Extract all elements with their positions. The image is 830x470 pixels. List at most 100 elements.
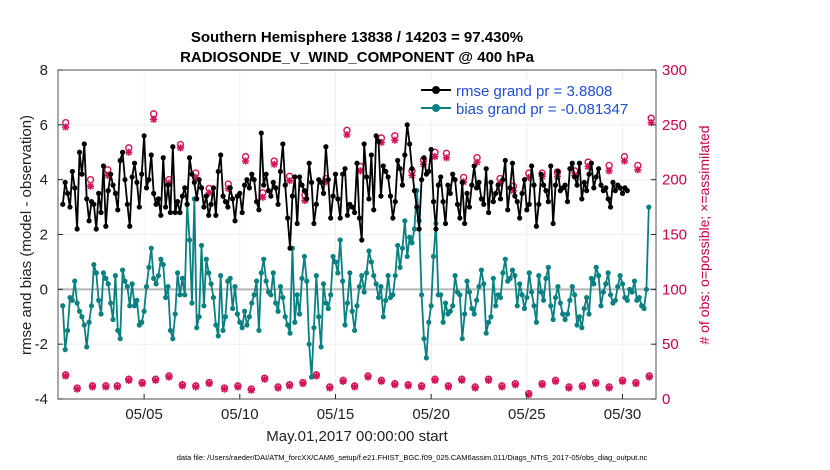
rmse-point [289, 193, 296, 199]
rmse-point [299, 182, 305, 188]
bias-point [476, 283, 482, 290]
bias-point [263, 278, 269, 284]
rmse-point [292, 174, 298, 180]
rmse-point [64, 190, 71, 196]
rmse-point [167, 209, 174, 216]
bias-point [500, 270, 506, 276]
rmse-point [555, 168, 561, 175]
bias-point [301, 253, 307, 260]
rmse-point [344, 212, 351, 218]
obs-assimilated-marker [442, 154, 451, 162]
rmse-point [196, 177, 202, 183]
bias-point [332, 259, 339, 265]
bias-point [320, 281, 327, 287]
y2-tick-label: 250 [662, 117, 687, 134]
rmse-point [165, 182, 171, 188]
y2-tick-label: 100 [662, 281, 687, 298]
rmse-point [536, 201, 542, 207]
rmse-point [105, 188, 111, 194]
rmse-point [564, 199, 571, 205]
obs-assimilated-marker [220, 385, 229, 393]
bias-point [105, 281, 111, 287]
rmse-point [598, 182, 604, 188]
obs-assimilated-marker [565, 384, 573, 392]
rmse-point [531, 182, 537, 188]
bias-point [529, 289, 535, 295]
bias-point [69, 297, 75, 303]
rmse-point [521, 177, 528, 183]
obs-assimilated-marker [343, 131, 351, 139]
obs-assimilated-marker [431, 376, 439, 384]
bias-point [555, 283, 561, 290]
bias-point [560, 311, 566, 317]
rmse-point [86, 218, 92, 224]
bias-point [285, 322, 291, 328]
y-tick-label: 8 [40, 62, 48, 79]
bias-point [62, 347, 68, 353]
obs-assimilated-marker [285, 382, 294, 390]
bias-point [347, 270, 353, 276]
bias-point [572, 292, 578, 298]
obs-assimilated-marker [377, 377, 385, 386]
rmse-point [584, 188, 590, 194]
rmse-point [141, 133, 147, 139]
rmse-point [282, 182, 288, 188]
rmse-point [404, 122, 410, 128]
bias-point [110, 316, 116, 323]
bias-point [230, 305, 236, 312]
rmse-point [67, 204, 73, 210]
rmse-point [179, 193, 185, 199]
rmse-point [390, 215, 396, 221]
bias-point [127, 303, 133, 309]
bias-point [158, 256, 164, 262]
bias-point [165, 283, 171, 290]
rmse-point [184, 201, 190, 207]
rmse-point [588, 160, 595, 166]
rmse-point [134, 179, 140, 186]
obs-assimilated-marker [645, 373, 653, 381]
rmse-point [301, 188, 307, 194]
rmse-point [349, 204, 355, 210]
y-tick-label: 0 [40, 281, 48, 298]
obs-assimilated-marker [444, 383, 452, 391]
bias-point [122, 278, 128, 284]
rmse-point [277, 168, 284, 175]
bias-point [316, 314, 322, 320]
rmse-point [177, 209, 183, 216]
rmse-point [62, 179, 68, 186]
bias-point [512, 273, 518, 279]
bias-point [325, 305, 331, 312]
rmse-point [366, 196, 372, 202]
bias-point [536, 273, 542, 279]
footnote: data file: /Users/raeder/DAI/ATM_forcXX/… [177, 453, 648, 462]
rmse-point [495, 182, 501, 188]
bias-point [277, 283, 284, 290]
bias-point [167, 327, 174, 334]
rmse-point [579, 196, 585, 202]
bias-point [375, 294, 382, 301]
bias-point [143, 283, 150, 290]
bias-point [631, 278, 638, 284]
bias-point [146, 264, 152, 270]
rmse-point [112, 190, 119, 196]
obs-assimilated-marker [391, 136, 399, 144]
bias-point [160, 262, 166, 268]
rmse-point [519, 190, 525, 196]
rmse-point [258, 130, 264, 136]
rmse-point [151, 190, 157, 196]
bias-point [600, 289, 606, 295]
bias-point [509, 267, 516, 273]
bias-point [311, 325, 317, 331]
obs-assimilated-marker [312, 372, 320, 380]
obs-assimilated-marker [471, 384, 479, 392]
y-tick-label: 2 [40, 227, 48, 244]
rmse-point [265, 188, 272, 194]
rmse-point [440, 199, 446, 205]
bias-point [344, 300, 351, 306]
rmse-point [478, 196, 484, 202]
bias-point [215, 333, 221, 339]
rmse-point [239, 209, 245, 216]
bias-point [117, 336, 123, 342]
rmse-point [79, 171, 85, 177]
rmse-point [445, 182, 451, 188]
